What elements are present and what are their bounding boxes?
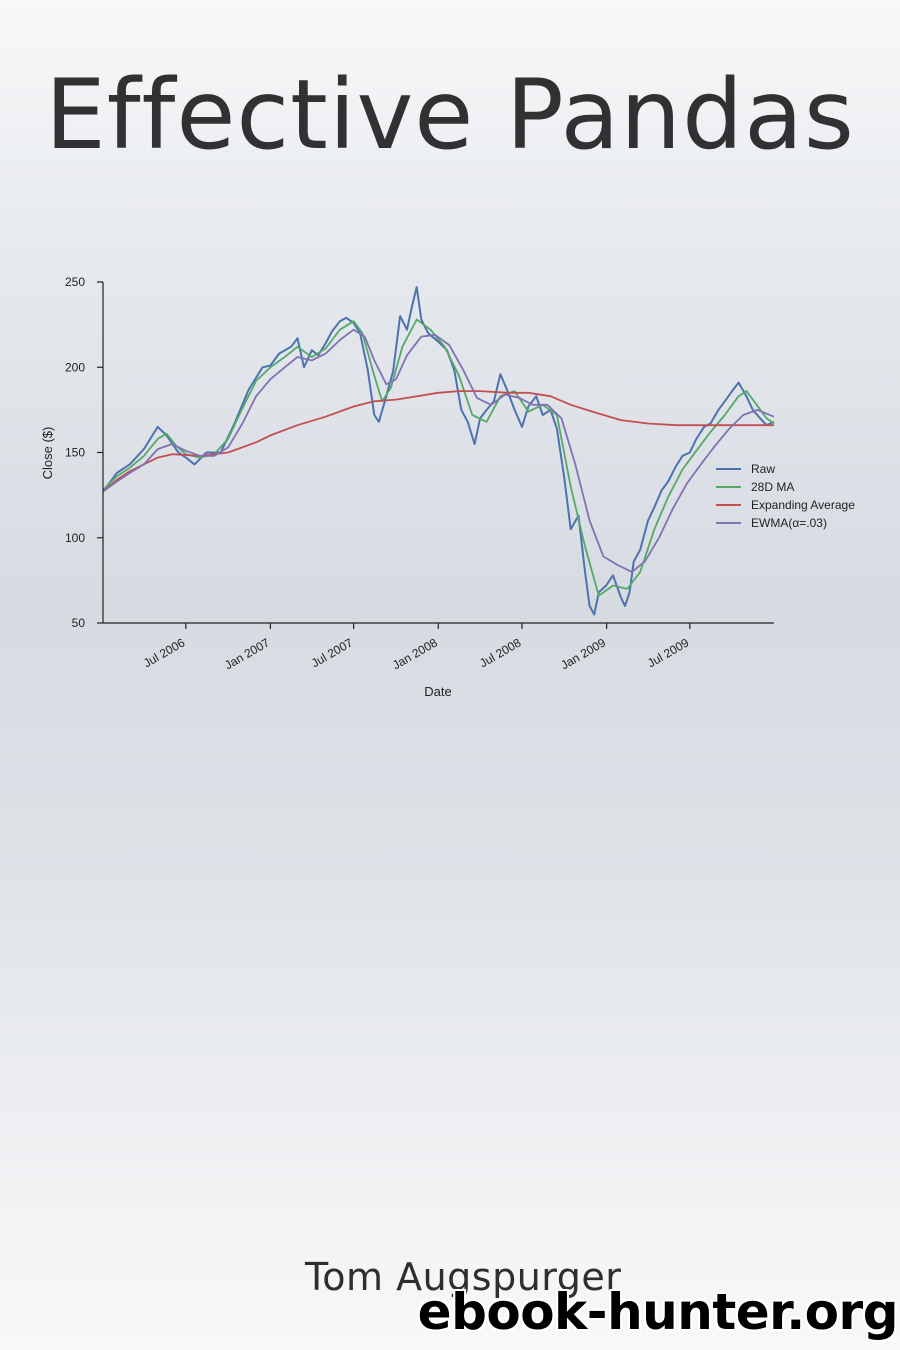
x-tick-label: Jul 2007 <box>309 635 356 670</box>
x-tick-label: Jan 2007 <box>222 635 272 672</box>
y-axis-ticks: 50 100 150 200 250 <box>65 275 103 630</box>
y-axis-label: Close ($) <box>40 427 55 480</box>
series-line-2 <box>102 390 774 493</box>
legend-entry: EWMA(α=.03) <box>751 516 827 530</box>
legend-entry: Raw <box>751 462 775 476</box>
x-tick-label: Jan 2009 <box>558 635 608 672</box>
legend-entry: Expanding Average <box>751 498 855 512</box>
watermark: ebook-hunter.org <box>417 1283 899 1341</box>
series-line-0 <box>102 286 775 616</box>
book-title: Effective Pandas <box>45 59 855 171</box>
y-tick-label: 50 <box>72 616 86 630</box>
series-line-1 <box>102 318 775 597</box>
x-axis-ticks: Jul 2006 Jan 2007 Jul 2007 Jan 2008 Jul 2008… <box>141 623 692 672</box>
x-tick-label: Jan 2008 <box>390 635 440 672</box>
chart-legend: Raw 28D MA Expanding Average EWMA(α=.03) <box>716 462 855 530</box>
y-tick-label: 250 <box>65 275 85 289</box>
x-tick-label: Jul 2008 <box>477 635 524 670</box>
y-tick-label: 100 <box>65 531 85 545</box>
chart-lines <box>102 286 775 616</box>
x-tick-label: Jul 2006 <box>141 635 188 670</box>
x-axis-label: Date <box>424 684 451 699</box>
x-tick-label: Jul 2009 <box>645 635 692 670</box>
y-tick-label: 150 <box>65 446 85 460</box>
author-name: Tom Augspurger <box>305 1255 622 1299</box>
y-tick-label: 200 <box>65 360 85 374</box>
legend-entry: 28D MA <box>751 480 794 494</box>
series-line-3 <box>102 328 775 573</box>
